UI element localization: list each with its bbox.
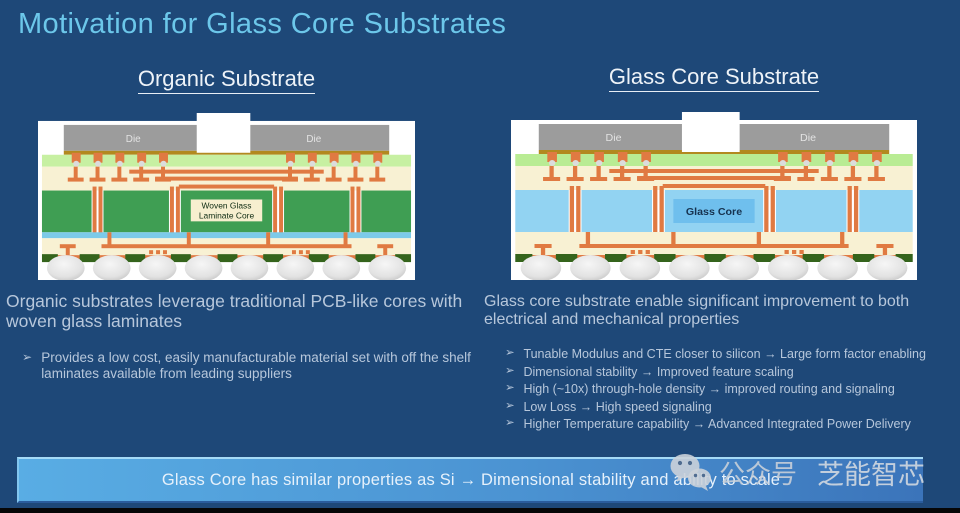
core-label: Glass Core — [686, 207, 743, 218]
core-label-line1: Woven Glass — [202, 200, 252, 210]
micro-balls — [73, 160, 381, 167]
bullet-text: Low Loss → High speed signaling — [523, 399, 712, 414]
bullet-text: Higher Temperature capability → Advanced… — [523, 417, 911, 431]
arrow-bullet-icon: ➢ — [505, 364, 515, 377]
arrow-bullet-icon: ➢ — [505, 347, 515, 359]
list-item: ➢ Low Loss → High speed signaling — [505, 400, 960, 415]
list-item: ➢ High (~10x) through-hole density → imp… — [505, 382, 960, 397]
bullet-text: Dimensional stability → Improved feature… — [523, 364, 794, 379]
arrow-bullet-icon: ➢ — [22, 350, 33, 364]
conclusion-banner: Glass Core has similar properties as Si … — [17, 457, 923, 503]
die-label-left: Die — [606, 133, 622, 144]
glass-core-bullets: ➢ Tunable Modulus and CTE closer to sili… — [505, 347, 960, 435]
organic-substrate-diagram: Woven Glass Laminate Core — [38, 113, 415, 285]
arrow-bullet-icon: ➢ — [505, 417, 515, 429]
arrow-bullet-icon: ➢ — [505, 382, 515, 394]
watermark-account-name: 芝能智芯 — [817, 459, 926, 490]
center-bridge-tab — [681, 112, 740, 152]
solder-mask-layer — [41, 154, 412, 167]
core-label-box — [190, 199, 263, 222]
micro-bumps — [71, 152, 383, 163]
list-item: ➢ Higher Temperature capability → Advanc… — [505, 417, 960, 432]
watermark-account-label: 公众号 — [719, 458, 798, 489]
die-label-right: Die — [800, 133, 816, 144]
glass-core-substrate-diagram: Glass Core Die Die — [511, 112, 917, 285]
bullet-text: Provides a low cost, easily manufacturab… — [41, 350, 471, 382]
organic-substrate-heading: Organic Substrate — [38, 66, 415, 94]
center-bridge-tab — [196, 113, 251, 153]
bullet-text: High (~10x) through-hole density → impro… — [523, 382, 895, 396]
bottom-border — [0, 508, 960, 513]
list-item: ➢ Tunable Modulus and CTE closer to sili… — [505, 347, 960, 362]
solder-balls — [520, 255, 908, 281]
organic-substrate-bullets: ➢ Provides a low cost, easily manufactur… — [22, 350, 474, 386]
die-label-right: Die — [306, 134, 321, 145]
organic-substrate-summary: Organic substrates leverage traditional … — [6, 291, 463, 331]
list-item: ➢ Provides a low cost, easily manufactur… — [22, 350, 474, 383]
banner-text: Glass Core has similar properties as Si … — [161, 470, 781, 489]
die-label-left: Die — [126, 134, 141, 145]
lower-traces — [534, 232, 894, 259]
page-title: Motivation for Glass Core Substrates — [18, 8, 507, 40]
list-item: ➢ Dimensional stability → Improved featu… — [505, 365, 960, 380]
buildup-lower — [515, 232, 913, 255]
bullet-text: Tunable Modulus and CTE closer to silico… — [523, 347, 926, 361]
through-vias — [92, 186, 361, 237]
core-label-line2: Laminate Core — [199, 210, 255, 220]
solder-mask-layer — [515, 154, 913, 166]
micro-balls — [548, 160, 881, 166]
upper-traces — [543, 166, 885, 188]
wechat-icon — [670, 454, 711, 491]
watermark: 公众号 芝能智芯 — [668, 452, 925, 492]
glass-core-substrate-heading: Glass Core Substrate — [511, 64, 917, 92]
blue-layer-strip — [41, 232, 412, 239]
solder-balls — [46, 255, 407, 281]
core-label-box — [673, 199, 755, 223]
arrow-bullet-icon: ➢ — [505, 399, 515, 412]
micro-bumps — [547, 152, 882, 162]
lower-traces — [59, 232, 394, 260]
upper-traces — [67, 166, 386, 189]
glass-core-summary: Glass core substrate enable significant … — [484, 293, 910, 329]
through-glass-vias — [569, 186, 859, 236]
